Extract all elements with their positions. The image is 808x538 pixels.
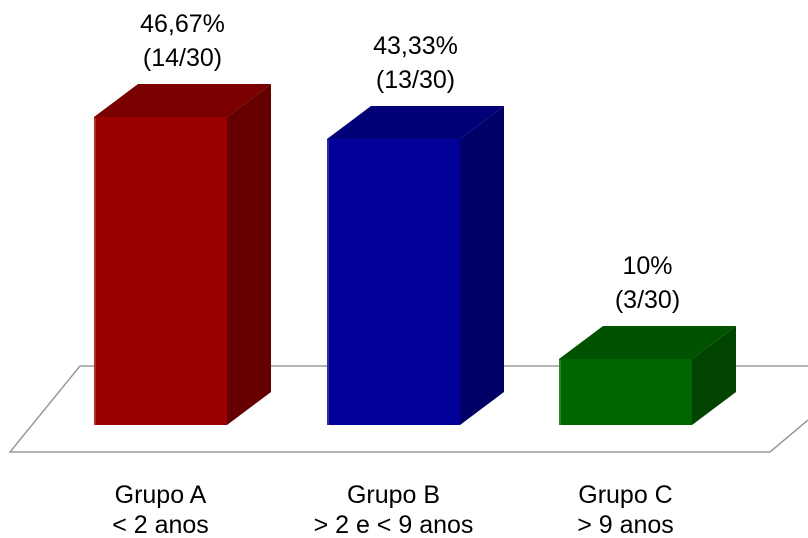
category-label-name: Grupo C: [578, 481, 672, 509]
bar-front-face: [327, 139, 460, 425]
bar-front-face: [559, 359, 692, 425]
bar-top-face: [559, 326, 736, 359]
floor-outline: [8, 365, 808, 453]
bar-2: [327, 106, 504, 425]
bar-3: [559, 326, 736, 425]
category-labels-layer: Grupo A< 2 anos Grupo B> 2 e < 9 anos Grup…: [112, 481, 674, 538]
data-label-percent: 43,33%: [373, 32, 458, 60]
category-label-name: Grupo A: [115, 481, 207, 509]
category-label-range: < 2 anos: [112, 511, 209, 538]
data-label-fraction: (3/30): [615, 286, 680, 314]
bar-side-face: [460, 106, 504, 425]
data-label-fraction: (14/30): [143, 44, 222, 72]
category-label-name: Grupo B: [347, 481, 440, 509]
data-labels-layer: 46,67% (14/30) 43,33% (13/30) 10% (3/30): [140, 10, 680, 314]
data-label-percent: 10%: [622, 252, 672, 280]
bars-layer: [94, 83, 736, 425]
bar-top-face: [327, 106, 504, 140]
category-label-range: > 2 e < 9 anos: [314, 511, 474, 538]
bar-top-face: [94, 83, 271, 117]
data-label-percent: 46,67%: [140, 10, 225, 38]
bar-side-face: [227, 83, 271, 425]
data-label-fraction: (13/30): [376, 66, 455, 94]
category-label-range: > 9 anos: [577, 511, 674, 538]
bar-1: [94, 83, 271, 425]
bar-front-face: [94, 116, 227, 425]
